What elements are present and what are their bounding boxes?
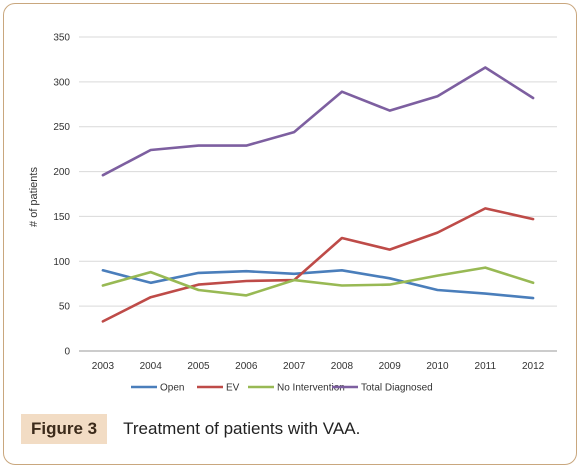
x-tick-label: 2006 [235,361,258,372]
series-line-open [101,268,535,300]
series-line-no-intervention [101,266,535,297]
caption-text: Treatment of patients with VAA. [123,419,361,438]
y-tick-label: 150 [53,212,70,223]
y-tick-label: 350 [53,33,70,44]
x-tick-label: 2007 [283,361,306,372]
legend: Open EV No Intervention Total Diagnosed [131,383,433,394]
legend-label: No Intervention [277,383,345,394]
x-axis-ticks: 2003 2004 2005 2006 2007 2008 2009 2010 2011 2012 [92,361,545,372]
y-tick-label: 200 [53,167,70,178]
legend-label: Open [160,383,184,394]
x-tick-label: 2003 [92,361,115,372]
x-tick-label: 2012 [522,361,545,372]
y-tick-label: 300 [53,77,70,88]
legend-label: EV [226,383,240,394]
y-tick-label: 50 [59,302,71,313]
x-tick-label: 2009 [379,361,402,372]
y-axis-title: # of patients [28,167,40,227]
x-tick-label: 2008 [331,361,354,372]
gridlines [79,36,557,352]
y-axis-ticks: 0 50 100 150 200 250 300 350 [53,33,70,358]
figure-frame [3,3,577,465]
x-tick-label: 2011 [475,361,497,372]
series-line-total-diagnosed [101,66,535,177]
x-tick-label: 2004 [140,361,163,372]
x-tick-label: 2010 [426,361,449,372]
x-tick-label: 2005 [187,361,210,372]
series-lines [101,66,535,323]
y-tick-label: 250 [53,122,70,133]
figure-label: Figure 3 [21,414,108,444]
legend-label: Total Diagnosed [361,383,433,394]
y-tick-label: 0 [64,347,70,358]
figure-caption: Figure 3 Treatment of patients with VAA. [21,414,360,444]
y-tick-label: 100 [53,257,70,268]
series-line-ev [101,207,535,323]
